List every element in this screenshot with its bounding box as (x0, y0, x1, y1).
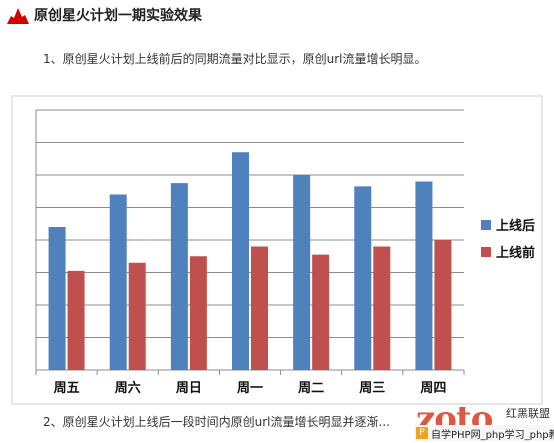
bar-after-5 (354, 186, 372, 370)
x-tick-label-5: 周三 (359, 381, 385, 396)
x-tick-label-6: 周四 (420, 381, 446, 396)
bar-after-6 (415, 181, 433, 370)
x-tick-label-3: 周一 (237, 381, 263, 396)
bar-after-3 (232, 152, 249, 370)
legend-label-1: 上线前 (496, 245, 535, 261)
red-mountain-icon (7, 8, 29, 24)
bar-before-4 (312, 254, 330, 370)
bar-after-0 (48, 227, 66, 370)
p-logo-icon: P (416, 427, 428, 439)
bar-before-3 (251, 246, 268, 370)
bar-after-4 (293, 175, 311, 370)
bar-before-6 (434, 240, 452, 370)
section-header: 原创星火计划一期实验效果 (0, 0, 554, 30)
bar-after-2 (170, 183, 188, 370)
bar-before-5 (373, 246, 391, 370)
section-title: 原创星火计划一期实验效果 (34, 8, 202, 24)
bar-before-0 (67, 270, 85, 370)
watermark-site-name: 红黑联盟 (506, 407, 550, 420)
x-tick-label-4: 周二 (298, 381, 324, 396)
paragraph-2: 2、原创星火计划上线后一段时间内原创url流量增长明显并逐渐... (43, 415, 390, 429)
watermark: zoto 红黑联盟 P 自学PHP网_php学习_php教程 (414, 399, 554, 443)
legend-swatch-0 (481, 220, 491, 230)
watermark-bar-text: 自学PHP网_php学习_php教程 (431, 430, 554, 441)
bar-after-1 (109, 194, 127, 370)
x-tick-label-1: 周六 (115, 380, 141, 396)
watermark-bar: P 自学PHP网_php学习_php教程 (414, 425, 554, 441)
chart-frame (11, 95, 543, 405)
bar-before-1 (128, 262, 146, 370)
x-tick-label-0: 周五 (54, 381, 80, 396)
x-tick-label-2: 周日 (176, 381, 202, 396)
legend-swatch-1 (481, 247, 491, 257)
legend-label-0: 上线后 (496, 218, 535, 234)
paragraph-1: 1、原创星火计划上线前后的同期流量对比显示，原创url流量增长明显。 (43, 52, 427, 66)
bar-before-2 (189, 256, 207, 370)
